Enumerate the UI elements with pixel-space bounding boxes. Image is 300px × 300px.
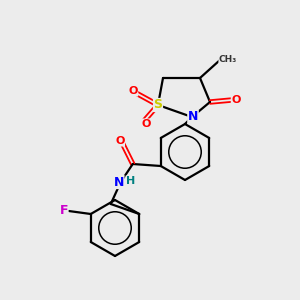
Text: O: O [115,136,124,146]
Text: CH₃: CH₃ [219,56,237,64]
Text: N: N [114,176,124,188]
Text: H: H [126,176,135,186]
Text: S: S [154,98,163,112]
Text: O: O [231,95,241,105]
Text: O: O [141,119,151,129]
Text: N: N [188,110,198,124]
Text: F: F [59,205,68,218]
Text: O: O [128,86,138,96]
